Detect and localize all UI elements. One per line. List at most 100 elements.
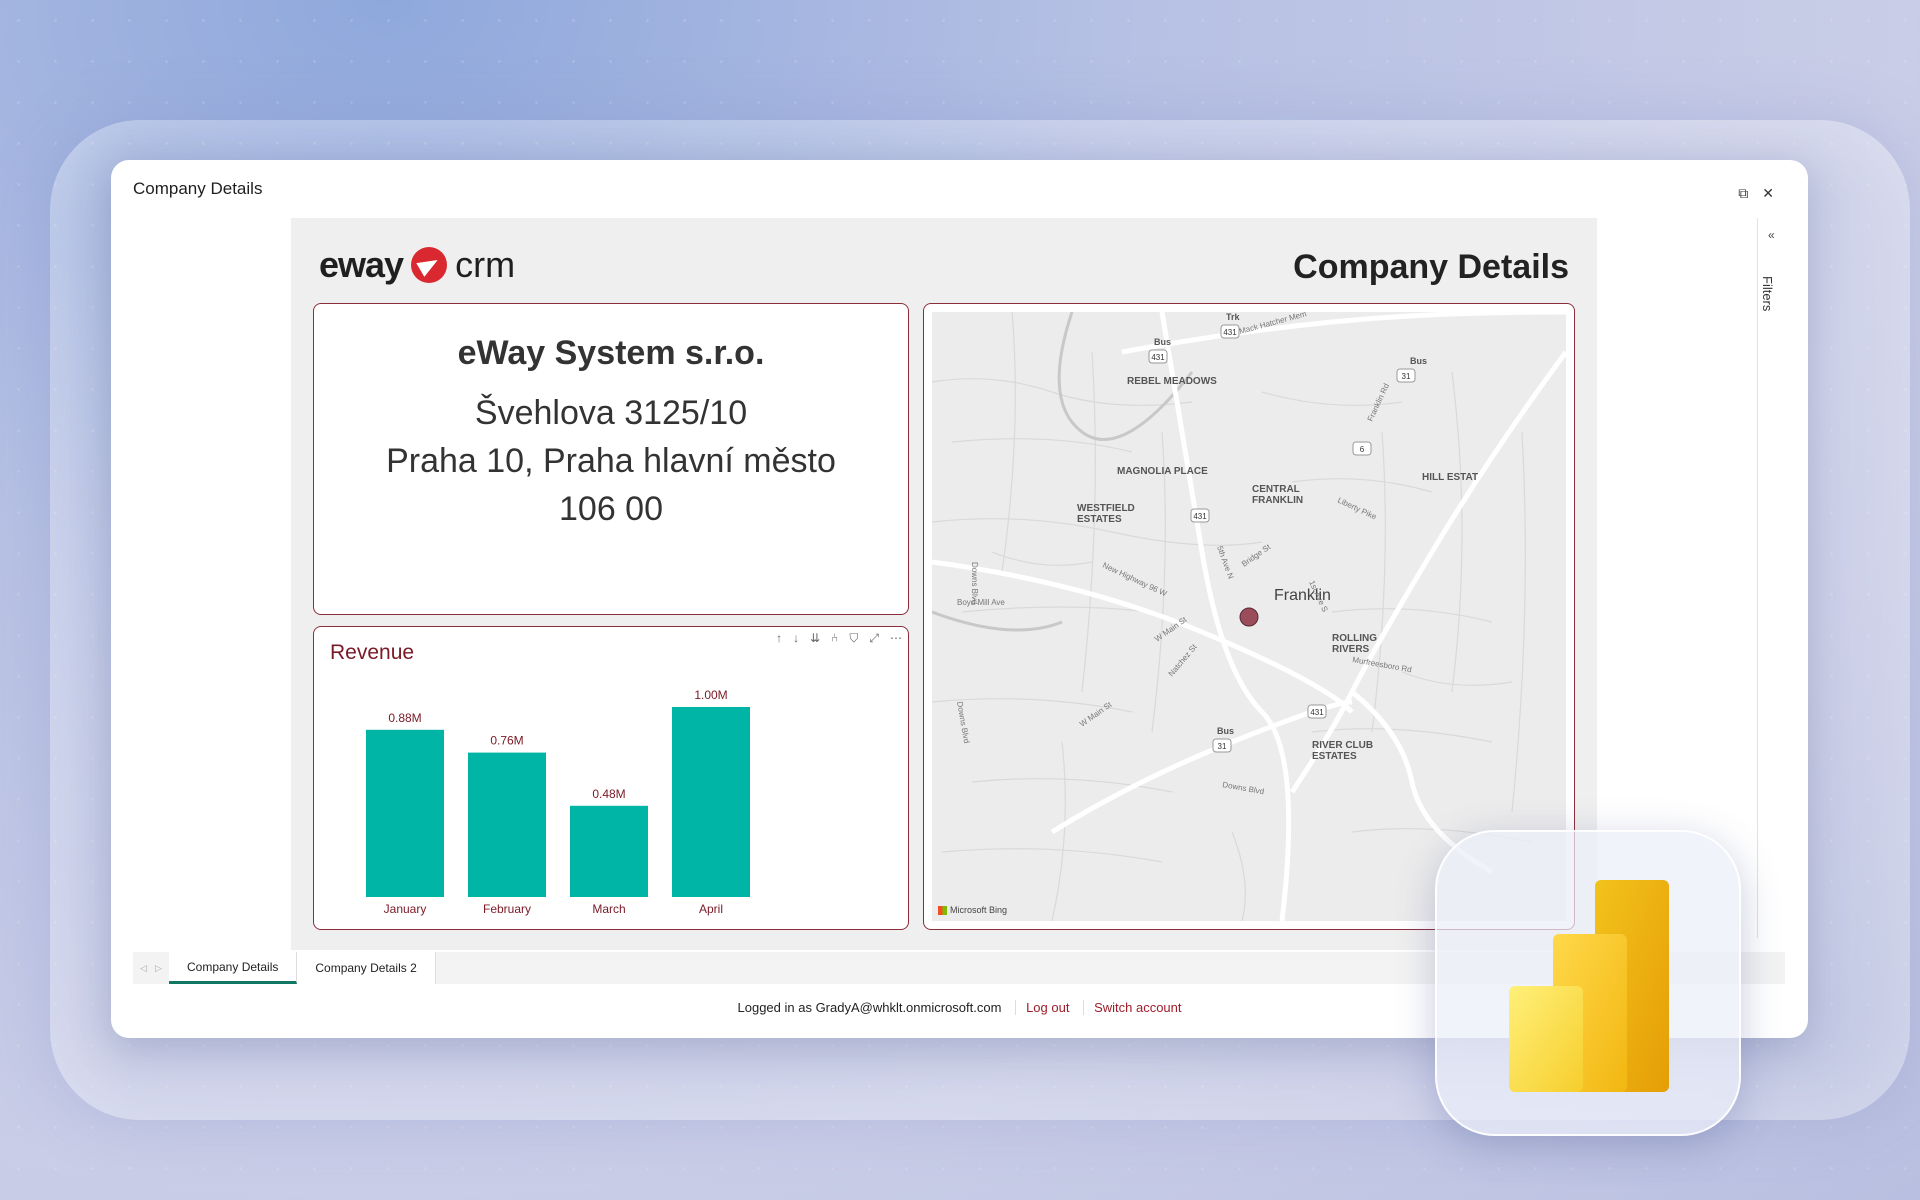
tab-scroll: ◁ ▷ xyxy=(133,952,169,984)
data-label: 1.00M xyxy=(694,688,727,702)
attribution-text: Microsoft Bing xyxy=(950,905,1008,915)
bar-february[interactable] xyxy=(468,752,546,897)
map-label: 5th Ave N xyxy=(1215,545,1235,581)
close-icon[interactable]: ✕ xyxy=(1762,185,1774,201)
logout-link[interactable]: Log out xyxy=(1015,1000,1070,1015)
revenue-title: Revenue xyxy=(330,641,415,664)
map-card[interactable]: REBEL MEADOWS MAGNOLIA PLACE CENTRAL FRANKL… xyxy=(923,303,1575,930)
microsoft-logo-icon xyxy=(938,905,947,915)
popout-icon[interactable]: ⧉ xyxy=(1738,185,1749,201)
revenue-card[interactable]: Revenue ↑ ↓ ⇊ ⑃ ⛉ ⤢ ⋯ 0.88M January 0.76M F… xyxy=(313,626,909,930)
map-label: Downs Blvd xyxy=(970,562,979,604)
map-label: CENTRAL xyxy=(1252,484,1300,495)
route-shield-icon xyxy=(1307,704,1327,719)
route-shield-icon xyxy=(1190,508,1210,523)
company-details-dialog: Company Details ⧉ ✕ eway crm Company Det… xyxy=(111,160,1808,1038)
more-options-icon[interactable]: ⋯ xyxy=(890,631,902,645)
map-label: Franklin xyxy=(1274,587,1331,604)
category-label: February xyxy=(483,902,531,916)
address-card[interactable]: eWay System s.r.o. Švehlova 3125/10 Prah… xyxy=(313,303,909,615)
map-label: Boyd Mill Ave xyxy=(957,598,1005,607)
route-shield-icon xyxy=(1352,441,1372,456)
logo-word: eway xyxy=(319,244,404,285)
tab-company-details-2[interactable]: Company Details 2 xyxy=(297,952,436,984)
route-number: 431 xyxy=(1151,353,1165,362)
map-label: Bus xyxy=(1154,337,1171,347)
address-block: Švehlova 3125/10 Praha 10, Praha hlavní … xyxy=(314,389,908,533)
page-title: Company Details xyxy=(1293,248,1569,286)
map-labels: REBEL MEADOWS MAGNOLIA PLACE CENTRALFRANKL… xyxy=(955,312,1478,796)
map-canvas[interactable]: REBEL MEADOWS MAGNOLIA PLACE CENTRALFRANKL… xyxy=(932,312,1566,921)
drill-up-icon[interactable]: ↑ xyxy=(776,631,783,645)
map-label: RIVER CLUB xyxy=(1312,740,1373,751)
bar-january[interactable] xyxy=(366,729,444,897)
route-shield-icon xyxy=(1396,368,1416,383)
bing-attribution: Microsoft Bing xyxy=(938,905,1007,915)
bar-april[interactable] xyxy=(672,707,750,897)
drill-down-icon[interactable]: ↓ xyxy=(793,631,800,645)
tab-prev-icon[interactable]: ◁ xyxy=(140,962,147,973)
minor-roads xyxy=(932,312,1533,921)
map-label: RIVERS xyxy=(1332,644,1370,655)
route-shield-icon xyxy=(1220,324,1240,339)
logo-product: crm xyxy=(455,244,516,285)
map-label: New Highway 96 W xyxy=(1101,561,1168,599)
route-number: 431 xyxy=(1223,328,1237,337)
bar-march[interactable] xyxy=(570,805,648,897)
collapse-filters-icon[interactable]: « xyxy=(1768,228,1775,242)
location-marker[interactable] xyxy=(1239,607,1259,627)
company-name: eWay System s.r.o. xyxy=(457,334,765,372)
map-label: HILL ESTAT xyxy=(1422,472,1478,483)
map-view[interactable]: REBEL MEADOWS MAGNOLIA PLACE CENTRAL FRANKL… xyxy=(932,312,1566,921)
map-label: MAGNOLIA PLACE xyxy=(1117,466,1208,477)
map-label: Franklin Rd xyxy=(1366,382,1391,423)
route-shields: 431 431 31 6 431 431 31 xyxy=(1148,324,1416,753)
revenue-bar-chart: 0.88M January 0.76M February 0.48M March 1.00M… xyxy=(366,688,750,916)
map-label: Downs Blvd xyxy=(1222,780,1265,796)
map-label: Downs Blvd xyxy=(955,701,971,744)
tab-company-details[interactable]: Company Details xyxy=(169,952,298,984)
data-label: 0.48M xyxy=(592,787,625,801)
eway-crm-logo: eway crm xyxy=(319,244,515,286)
map-label: Bridge St xyxy=(1240,542,1273,569)
map-label: ROLLING xyxy=(1332,633,1377,644)
dialog-title: Company Details xyxy=(133,179,263,198)
route-number: 6 xyxy=(1360,445,1365,454)
route-number: 31 xyxy=(1218,742,1227,751)
visual-toolbar: ↑ ↓ ⇊ ⑃ ⛉ ⤢ ⋯ xyxy=(776,631,902,646)
map-label: ESTATES xyxy=(1077,514,1122,525)
address-city: Praha 10, Praha hlavní město xyxy=(386,442,836,480)
map-label: Natchez St xyxy=(1167,642,1200,678)
address-street: Švehlova 3125/10 xyxy=(474,394,748,432)
next-level-icon[interactable]: ⇊ xyxy=(810,631,821,645)
logged-in-text: Logged in as GradyA@whklt.onmicrosoft.co… xyxy=(737,1000,1002,1015)
map-label: Bus xyxy=(1217,726,1234,736)
filter-icon[interactable]: ⛉ xyxy=(849,631,859,645)
route-shield-icon xyxy=(1148,349,1168,364)
map-label: ESTATES xyxy=(1312,751,1357,762)
map-label: REBEL MEADOWS xyxy=(1127,376,1217,387)
power-bi-app-icon xyxy=(1435,830,1741,1136)
expand-hierarchy-icon[interactable]: ⑃ xyxy=(831,631,839,645)
data-label: 0.76M xyxy=(490,734,523,748)
report-canvas: eway crm Company Details eWay System s.r… xyxy=(291,218,1597,950)
route-shield-icon xyxy=(1212,738,1232,753)
filters-label[interactable]: Filters xyxy=(1760,276,1775,312)
category-label: March xyxy=(592,902,625,916)
river xyxy=(932,312,1194,632)
map-label: WESTFIELD xyxy=(1077,503,1135,514)
map-label: Bus xyxy=(1410,356,1427,366)
map-label: Trk xyxy=(1226,312,1241,322)
map-label: FRANKLIN xyxy=(1252,495,1303,506)
map-label: Liberty Pike xyxy=(1336,496,1378,522)
focus-mode-icon[interactable]: ⤢ xyxy=(869,631,879,645)
filters-pane[interactable]: « Filters xyxy=(1757,218,1787,938)
category-label: January xyxy=(384,902,427,916)
data-label: 0.88M xyxy=(388,711,421,725)
account-footer: Logged in as GradyA@whklt.onmicrosoft.co… xyxy=(111,1000,1808,1015)
logo-mark-icon xyxy=(411,247,448,283)
power-bi-logo-icon xyxy=(1509,880,1669,1092)
route-number: 31 xyxy=(1402,372,1411,381)
switch-account-link[interactable]: Switch account xyxy=(1083,1000,1182,1015)
tab-next-icon[interactable]: ▷ xyxy=(155,962,162,973)
